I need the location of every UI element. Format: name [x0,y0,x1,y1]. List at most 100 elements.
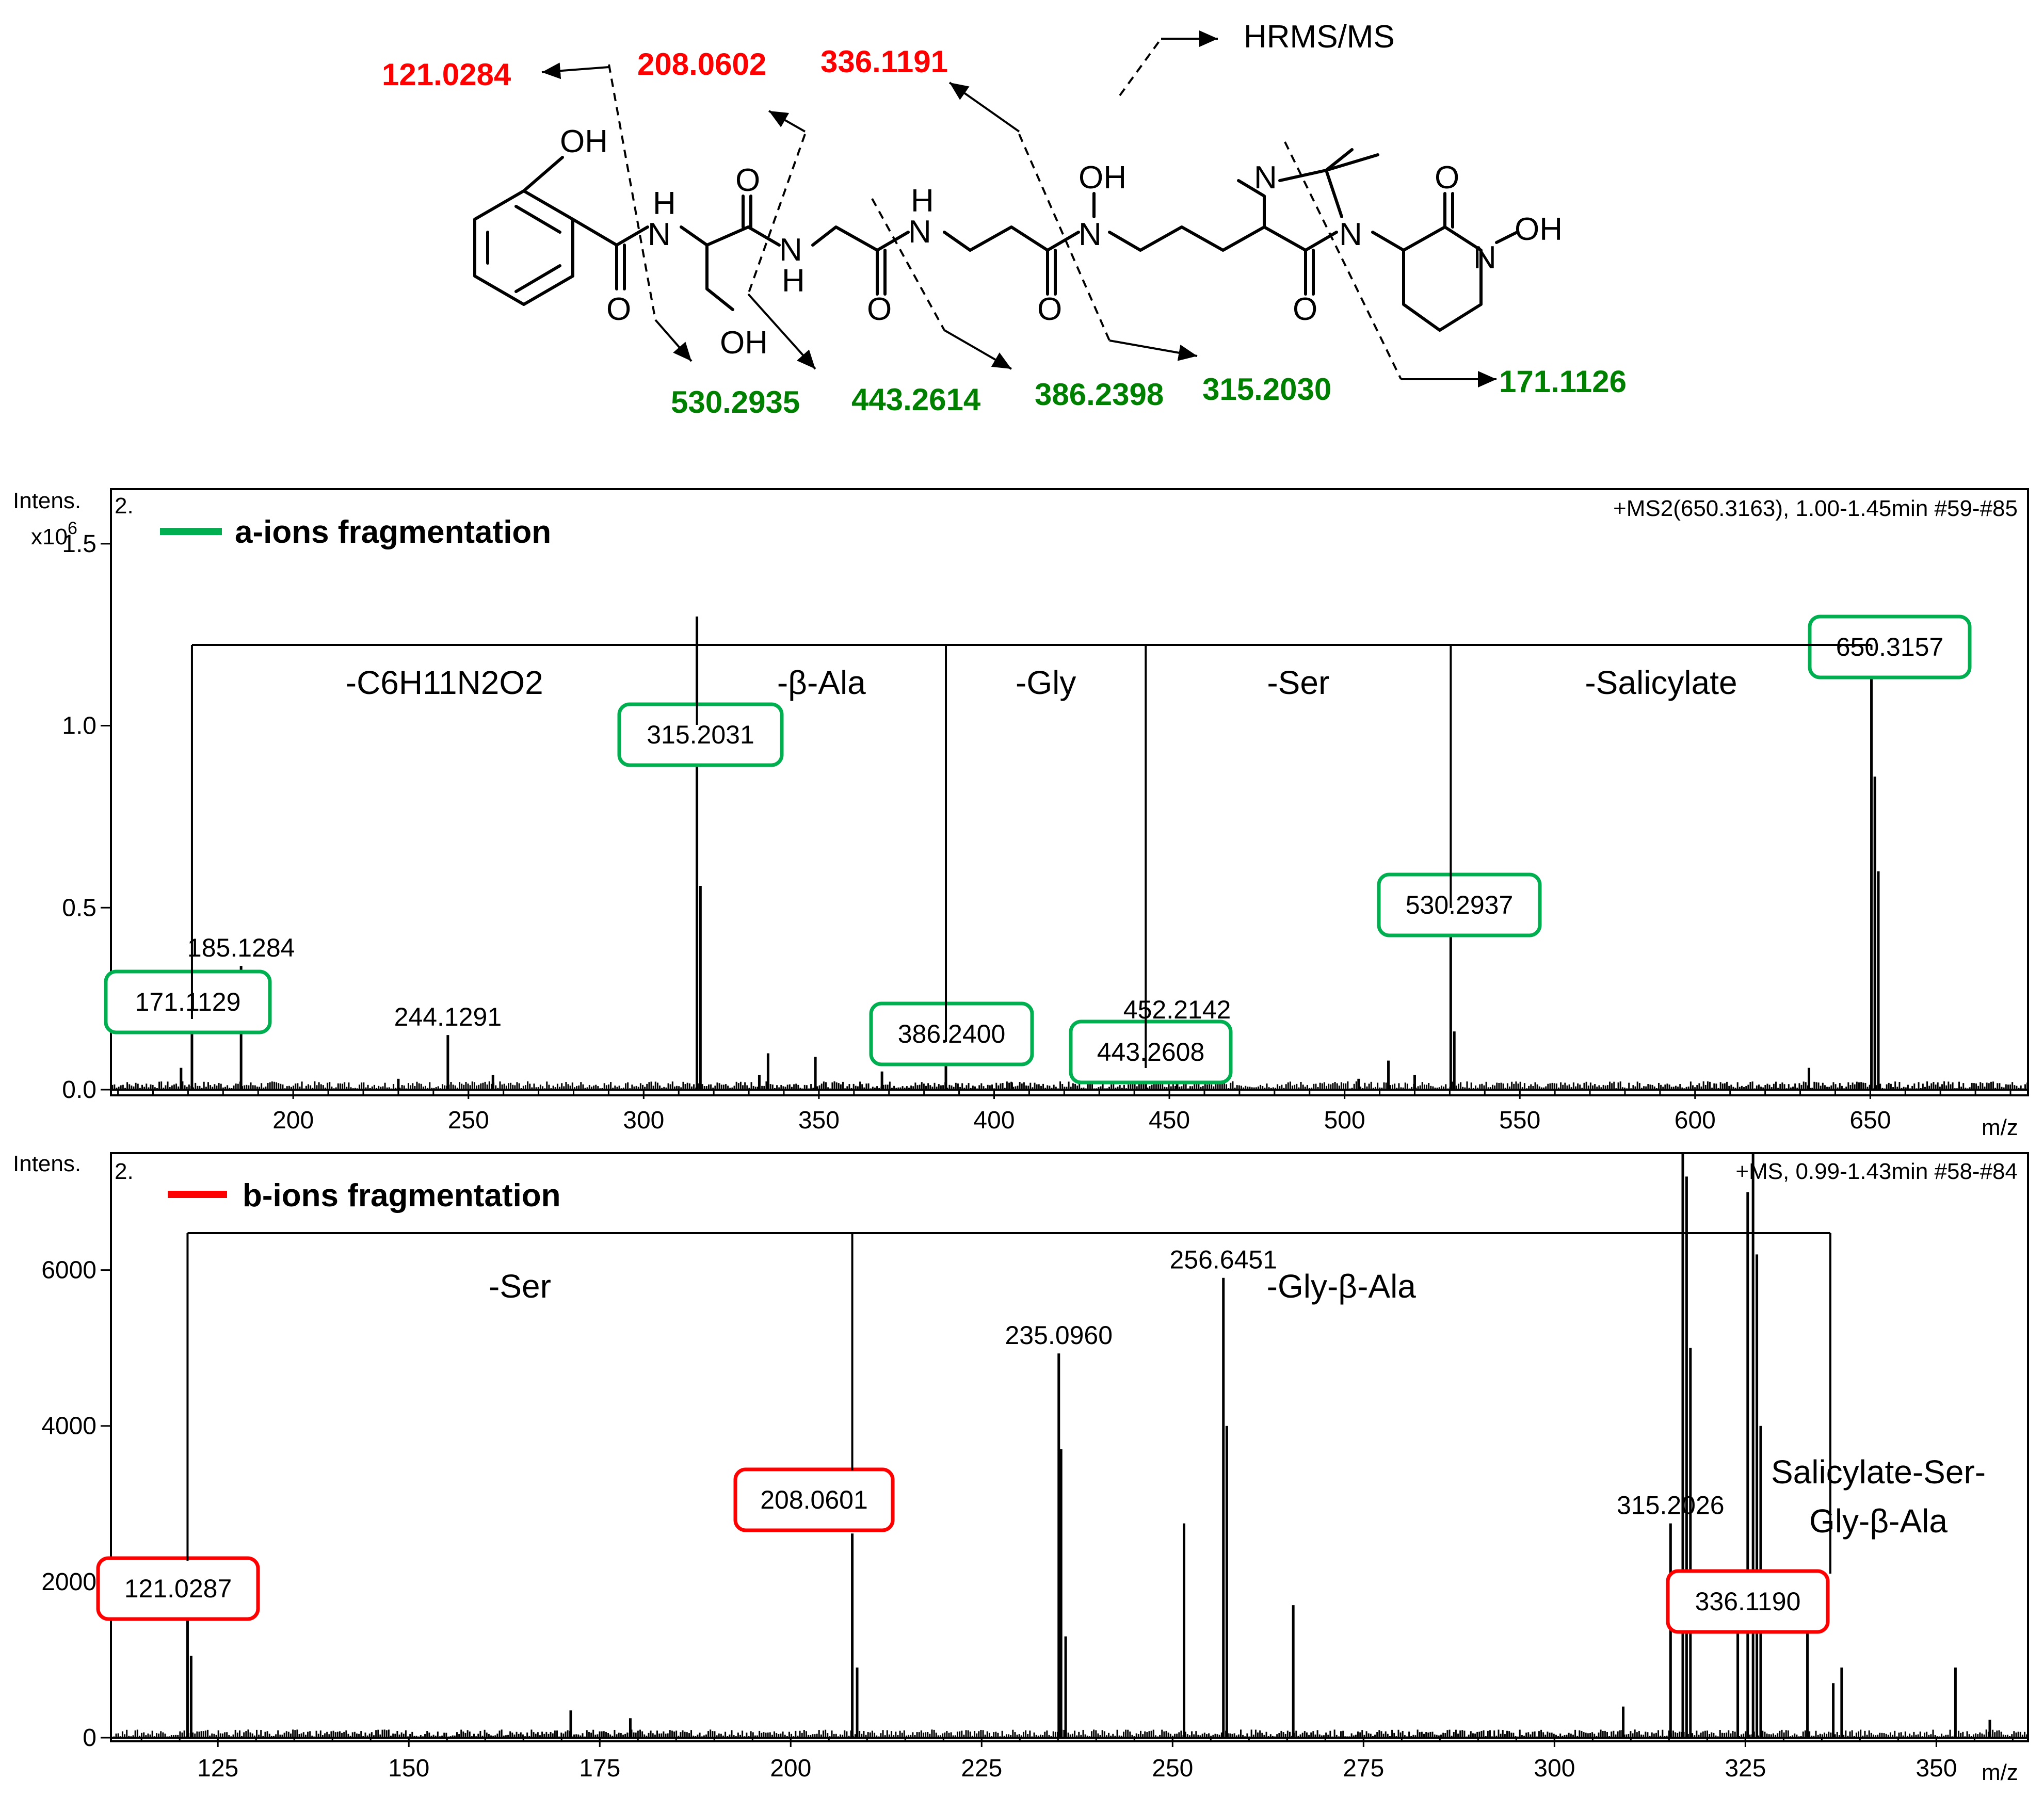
cut-line-5 [1284,141,1402,380]
peak-label: 235.0960 [1005,1321,1113,1350]
arrow-b2 [768,110,806,133]
x-tick-label: 350 [1916,1755,1957,1782]
loss-label: -Gly-β-Ala [1267,1268,1417,1305]
a-ion-label: 530.2935 [671,385,800,419]
y-axis-label: Intens. [13,488,81,513]
chart-a-ions: Intens. x106 2. a-ions fragmentation +MS… [13,488,2029,1140]
boxed-label-frame [1666,1569,1830,1634]
boxed-label-frame [104,969,272,1034]
boxed-label-frame [1069,1020,1233,1085]
y-tick-label: 4000 [41,1413,96,1440]
hrms-dash [1119,38,1162,96]
x-tick-label: 400 [973,1107,1015,1134]
x-axis-label: m/z [1982,1115,2018,1140]
boxed-label: 208.0601 [760,1485,868,1514]
benzene-inner-bonds [514,205,561,234]
atom-label: N [908,214,931,250]
legend-label: b-ions fragmentation [243,1178,561,1213]
arrow-a4 [1109,339,1198,361]
x-tick-label: 250 [1152,1755,1193,1782]
a-ion-label: 386.2398 [1035,377,1164,412]
y-axis-label: Intens. [13,1151,81,1176]
atom-label: OH [560,124,608,159]
boxed-label: 121.0287 [124,1574,232,1603]
atom-label: O [735,163,760,198]
cut-line-3 [871,198,945,331]
legend-label: a-ions fragmentation [235,514,551,550]
bond-chain-4 [811,225,910,252]
peaks [111,616,2029,1091]
boxed-label: 650.3157 [1836,633,1944,661]
arrow-a3 [944,329,1012,370]
x-tick-label: 275 [1343,1755,1384,1782]
boxed-label: 171.1129 [135,988,241,1016]
loss-label: -Ser [489,1268,551,1305]
boxed-label: 386.2400 [898,1020,1006,1048]
hrms-label: HRMS/MS [1244,19,1395,55]
a-ion-label: 315.2030 [1202,372,1331,407]
bond-chain-11 [1304,231,1338,252]
boxed-label: 336.1190 [1695,1587,1801,1616]
atom-label: OH [1079,160,1126,196]
loss-label: -Gly [1016,664,1076,701]
a-ion-label: 171.1126 [1499,364,1627,399]
boxed-label: 443.2608 [1097,1038,1205,1066]
annotation-line: Gly-β-Ala [1809,1502,1948,1540]
x-tick-label: 650 [1849,1107,1891,1134]
benzene-inner-bond-2 [514,264,561,293]
bond-ring-oh [522,156,564,192]
arrow-a2 [747,293,816,370]
boxed-label-frame [869,1001,1034,1066]
y-tick-label: 1.0 [62,713,96,740]
x-tick-label: 500 [1324,1107,1365,1134]
bond-chain-1 [571,218,649,247]
bond-n-oh-2 [1495,231,1519,244]
scan-info: +MS2(650.3163), 1.00-1.45min #59-#85 [1613,496,2018,521]
boxed-label: 315.2031 [647,720,754,749]
x-tick-label: 150 [388,1755,429,1782]
peak-label: 452.2142 [1123,995,1231,1024]
atom-label: N [1473,240,1496,276]
atom-label: N [779,232,802,268]
b-ion-label: 336.1191 [820,44,948,79]
y-tick-label: 0.5 [62,894,96,921]
atom-label: O [867,292,892,327]
atom-label: N [648,217,671,252]
annotation-line: Salicylate-Ser- [1771,1453,1986,1491]
plot-frame [110,1152,2029,1742]
bond-chain-9 [1325,153,1379,172]
atom-label: N [1339,217,1362,252]
loss-label: -Salicylate [1585,664,1737,701]
x-tick-label: 300 [623,1107,664,1134]
atom-label: O [1037,292,1062,327]
peak-label: 256.6451 [1169,1245,1277,1274]
loss-label: -Ser [1267,664,1329,701]
atom-label: H [782,263,805,299]
x-tick-label: 250 [448,1107,489,1134]
x-tick-label: 125 [197,1755,238,1782]
x-tick-label: 350 [798,1107,840,1134]
x-tick-label: 325 [1725,1755,1766,1782]
arrow-a1 [654,319,693,362]
x-tick-label: 200 [272,1107,314,1134]
y-tick-label: 6000 [41,1257,96,1284]
loss-label: -β-Ala [777,664,866,701]
atom-labels: OH H N O O N H OH O H N O N OH N O N O N… [560,124,1563,361]
ticks: 200 250 300 350 400 450 500 550 600 650 0.0 0.5 1.0 1… [62,530,2011,1134]
b-ion-label: 208.0602 [637,47,766,82]
chart-b-ions: Intens. 2. b-ions fragmentation +MS, 0.9… [13,1151,2029,1785]
peak-label: 315.2026 [1617,1491,1725,1520]
peaks [111,1153,2028,1739]
bond-chain-6 [1108,225,1307,252]
structure: OH H N O O N H OH O H N O N OH N O N O N… [382,19,1627,419]
boxed-label: 530.2937 [1406,891,1514,919]
x-tick-label: 225 [961,1755,1002,1782]
bond-ser-side [705,244,734,311]
plot-frame [110,488,2029,1096]
atom-label: O [1435,160,1459,196]
boxed-label-frame [617,702,784,767]
atom-label: OH [1515,212,1563,247]
y-scale-exponent: 6 [68,519,77,538]
x-tick-label: 175 [579,1755,620,1782]
